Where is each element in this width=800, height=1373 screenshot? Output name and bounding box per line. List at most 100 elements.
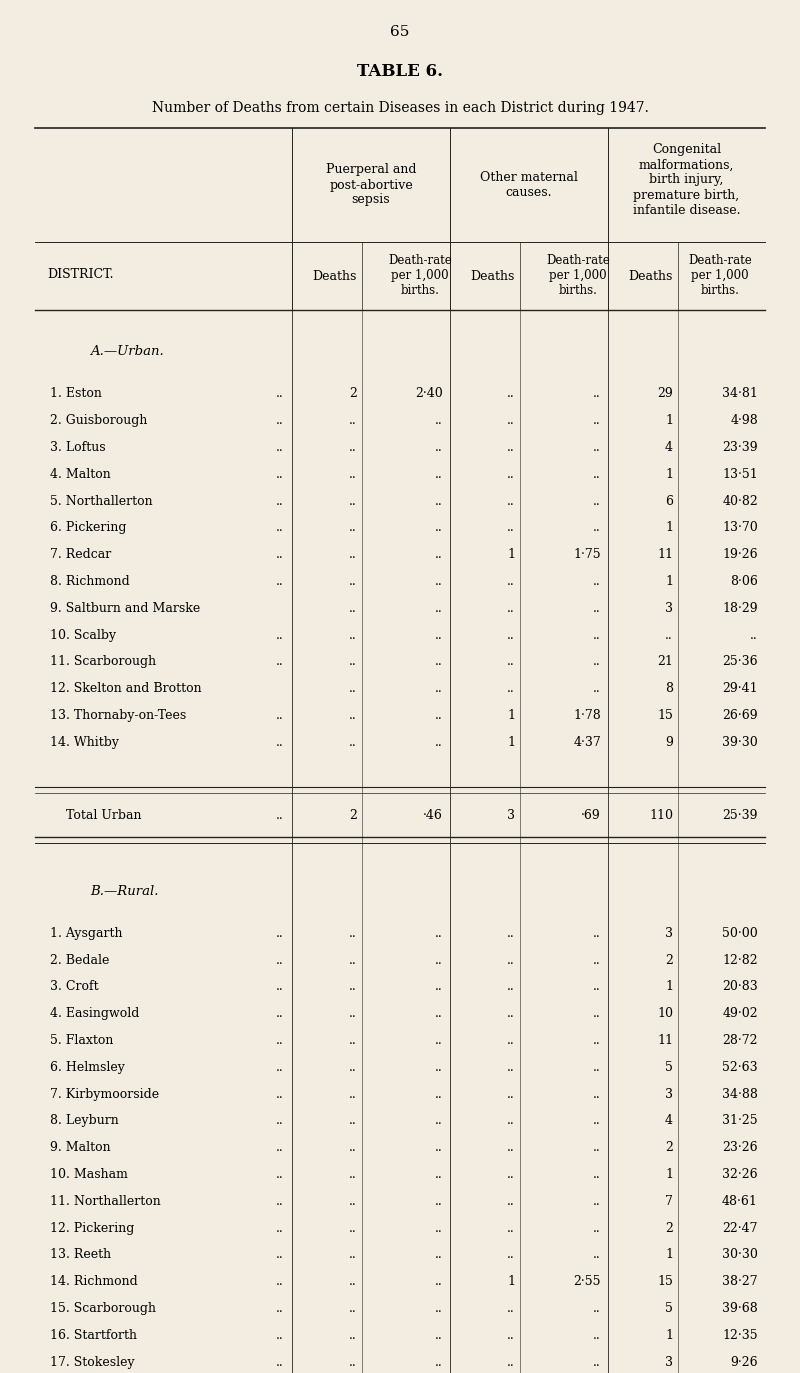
- Text: ..: ..: [276, 494, 284, 508]
- Text: 32·26: 32·26: [722, 1168, 758, 1181]
- Text: 13·70: 13·70: [722, 522, 758, 534]
- Text: ..: ..: [435, 708, 443, 722]
- Text: ..: ..: [435, 736, 443, 748]
- Text: 3: 3: [665, 1087, 673, 1101]
- Text: ..: ..: [435, 415, 443, 427]
- Text: ..: ..: [507, 682, 515, 695]
- Text: Number of Deaths from certain Diseases in each District during 1947.: Number of Deaths from certain Diseases i…: [151, 102, 649, 115]
- Text: ..: ..: [435, 1248, 443, 1262]
- Text: ..: ..: [435, 655, 443, 669]
- Text: 1: 1: [665, 1168, 673, 1181]
- Text: 2: 2: [349, 809, 357, 821]
- Text: ..: ..: [350, 522, 357, 534]
- Text: 17. Stokesley: 17. Stokesley: [50, 1355, 134, 1369]
- Text: ..: ..: [276, 1034, 284, 1046]
- Text: ..: ..: [276, 441, 284, 454]
- Text: 3: 3: [507, 809, 515, 821]
- Text: ..: ..: [276, 522, 284, 534]
- Text: ..: ..: [276, 1276, 284, 1288]
- Text: 3. Croft: 3. Croft: [50, 980, 98, 993]
- Text: ..: ..: [666, 629, 673, 641]
- Text: ..: ..: [435, 1168, 443, 1181]
- Text: 9·26: 9·26: [730, 1355, 758, 1369]
- Text: 15. Scarborough: 15. Scarborough: [50, 1302, 156, 1315]
- Text: 1: 1: [507, 548, 515, 562]
- Text: 9. Saltburn and Marske: 9. Saltburn and Marske: [50, 601, 200, 615]
- Text: 1·75: 1·75: [574, 548, 601, 562]
- Text: 12. Skelton and Brotton: 12. Skelton and Brotton: [50, 682, 202, 695]
- Text: Other maternal
causes.: Other maternal causes.: [480, 172, 578, 199]
- Text: ..: ..: [276, 980, 284, 993]
- Text: 1: 1: [665, 468, 673, 481]
- Text: ..: ..: [350, 1087, 357, 1101]
- Text: ..: ..: [507, 1061, 515, 1074]
- Text: 1: 1: [507, 708, 515, 722]
- Text: ..: ..: [435, 1034, 443, 1046]
- Text: ..: ..: [276, 708, 284, 722]
- Text: ..: ..: [594, 387, 601, 401]
- Text: 4·98: 4·98: [730, 415, 758, 427]
- Text: ..: ..: [276, 953, 284, 967]
- Text: ..: ..: [594, 1141, 601, 1155]
- Text: 5. Northallerton: 5. Northallerton: [50, 494, 153, 508]
- Text: 15: 15: [657, 708, 673, 722]
- Text: ..: ..: [435, 1195, 443, 1208]
- Text: 23·26: 23·26: [722, 1141, 758, 1155]
- Text: 5. Flaxton: 5. Flaxton: [50, 1034, 114, 1046]
- Text: ..: ..: [594, 441, 601, 454]
- Text: 14. Whitby: 14. Whitby: [50, 736, 119, 748]
- Text: ·46: ·46: [423, 809, 443, 821]
- Text: ..: ..: [435, 953, 443, 967]
- Text: ..: ..: [276, 387, 284, 401]
- Text: 31·25: 31·25: [722, 1115, 758, 1127]
- Text: ..: ..: [435, 494, 443, 508]
- Text: 15: 15: [657, 1276, 673, 1288]
- Text: ..: ..: [435, 1115, 443, 1127]
- Text: ..: ..: [350, 708, 357, 722]
- Text: 1: 1: [665, 1329, 673, 1341]
- Text: ..: ..: [507, 522, 515, 534]
- Text: ..: ..: [435, 927, 443, 939]
- Text: ..: ..: [507, 1329, 515, 1341]
- Text: ..: ..: [350, 441, 357, 454]
- Text: ..: ..: [276, 1248, 284, 1262]
- Text: ..: ..: [276, 548, 284, 562]
- Text: B.—Rural.: B.—Rural.: [90, 884, 158, 898]
- Text: 7. Redcar: 7. Redcar: [50, 548, 111, 562]
- Text: 12·35: 12·35: [722, 1329, 758, 1341]
- Text: ..: ..: [350, 736, 357, 748]
- Text: 2: 2: [349, 387, 357, 401]
- Text: ..: ..: [594, 927, 601, 939]
- Text: ..: ..: [507, 980, 515, 993]
- Text: A.—Urban.: A.—Urban.: [90, 346, 164, 358]
- Text: ..: ..: [507, 1195, 515, 1208]
- Text: 40·82: 40·82: [722, 494, 758, 508]
- Text: ..: ..: [594, 1034, 601, 1046]
- Text: ..: ..: [594, 655, 601, 669]
- Text: ..: ..: [507, 629, 515, 641]
- Text: 4: 4: [665, 1115, 673, 1127]
- Text: 9: 9: [665, 736, 673, 748]
- Text: 11: 11: [657, 548, 673, 562]
- Text: 2. Guisborough: 2. Guisborough: [50, 415, 147, 427]
- Text: ..: ..: [435, 1222, 443, 1234]
- Text: 52·63: 52·63: [722, 1061, 758, 1074]
- Text: 49·02: 49·02: [722, 1008, 758, 1020]
- Text: ..: ..: [507, 415, 515, 427]
- Text: ..: ..: [594, 1248, 601, 1262]
- Text: 13·51: 13·51: [722, 468, 758, 481]
- Text: ..: ..: [350, 1195, 357, 1208]
- Text: ..: ..: [435, 522, 443, 534]
- Text: 2: 2: [665, 1141, 673, 1155]
- Text: 2: 2: [665, 1222, 673, 1234]
- Text: ..: ..: [435, 1276, 443, 1288]
- Text: ..: ..: [276, 1061, 284, 1074]
- Text: ..: ..: [276, 736, 284, 748]
- Text: 7. Kirbymoorside: 7. Kirbymoorside: [50, 1087, 159, 1101]
- Text: ..: ..: [350, 494, 357, 508]
- Text: ..: ..: [276, 1329, 284, 1341]
- Text: 4. Malton: 4. Malton: [50, 468, 110, 481]
- Text: ..: ..: [507, 927, 515, 939]
- Text: 26·69: 26·69: [722, 708, 758, 722]
- Text: 2: 2: [665, 953, 673, 967]
